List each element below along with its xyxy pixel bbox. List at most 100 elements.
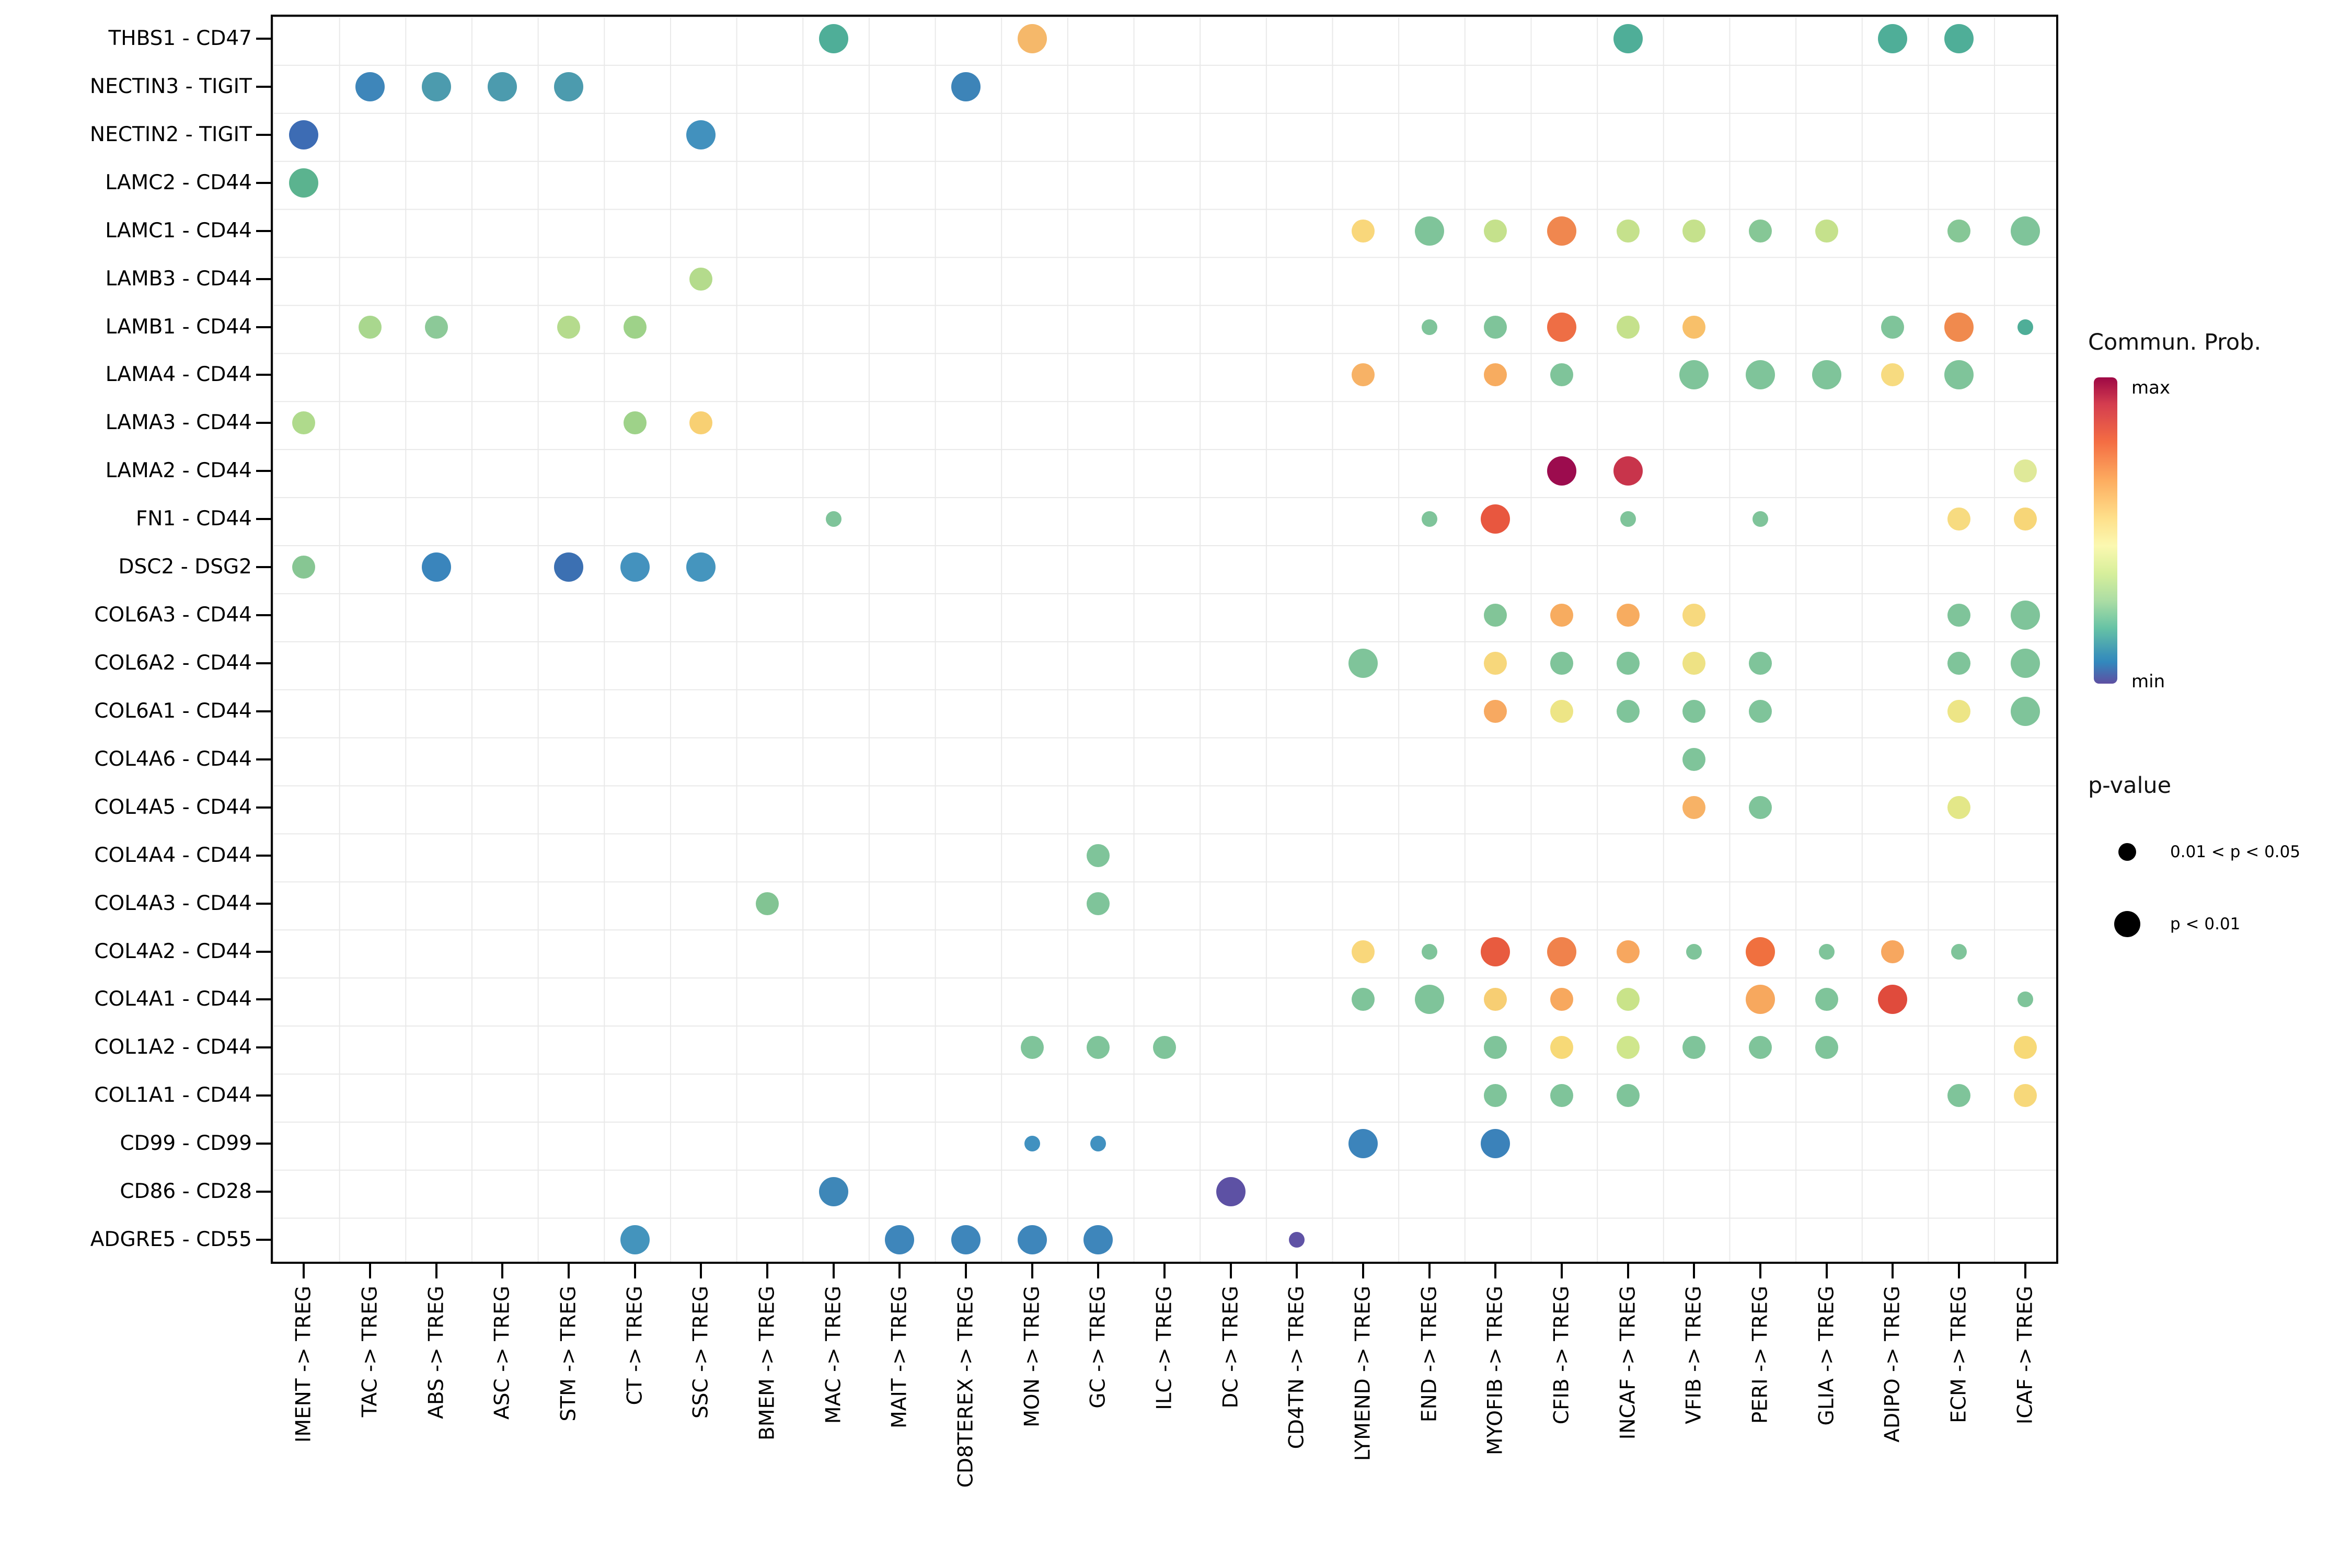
- data-point: [1421, 943, 1437, 960]
- x-axis-label: CT -> TREG: [623, 1286, 647, 1405]
- data-point: [1484, 219, 1507, 243]
- data-point: [1484, 604, 1507, 627]
- data-point: [1083, 1225, 1113, 1255]
- y-tick: [256, 566, 271, 569]
- pvalue-small-dot-icon: [2118, 843, 2136, 861]
- x-axis-label: MAC -> TREG: [822, 1286, 846, 1424]
- data-point: [1679, 360, 1709, 390]
- y-tick: [256, 662, 271, 664]
- colorbar-gradient: [2094, 377, 2117, 684]
- x-tick: [898, 1264, 901, 1278]
- data-point: [2013, 1084, 2037, 1108]
- data-point: [1616, 699, 1640, 723]
- data-point: [1613, 24, 1643, 53]
- data-point: [421, 72, 451, 101]
- y-tick: [256, 1239, 271, 1241]
- y-tick: [256, 37, 271, 40]
- data-point: [1947, 699, 1970, 723]
- x-axis-label: LYMEND -> TREG: [1351, 1286, 1375, 1461]
- y-axis-label: LAMA2 - CD44: [105, 459, 252, 483]
- x-tick: [568, 1264, 570, 1278]
- data-point: [1682, 795, 1706, 819]
- x-tick: [1693, 1264, 1696, 1278]
- data-point: [1881, 363, 1905, 387]
- data-point: [1815, 988, 1838, 1011]
- y-tick: [256, 470, 271, 472]
- data-point: [289, 120, 319, 149]
- x-axis-label: IMENT -> TREG: [292, 1286, 316, 1443]
- data-point: [1484, 1036, 1507, 1059]
- data-point: [1352, 988, 1375, 1011]
- x-axis-label: STM -> TREG: [557, 1286, 581, 1422]
- data-point: [2013, 1036, 2037, 1059]
- y-axis-label: COL4A2 - CD44: [94, 939, 252, 963]
- data-point: [1616, 1036, 1640, 1059]
- data-point: [1484, 315, 1507, 339]
- data-point: [1616, 219, 1640, 243]
- data-point: [1421, 511, 1437, 527]
- data-point: [686, 552, 716, 582]
- y-axis-label: LAMA4 - CD44: [105, 363, 252, 387]
- data-point: [2010, 601, 2040, 630]
- data-point: [1616, 651, 1640, 675]
- data-point: [825, 511, 841, 527]
- y-tick: [256, 1143, 271, 1145]
- data-point: [2017, 991, 2033, 1008]
- x-axis-label: ILC -> TREG: [1152, 1286, 1177, 1410]
- data-point: [1815, 1036, 1838, 1059]
- x-axis-label: VFIB -> TREG: [1682, 1286, 1706, 1424]
- colorbar-max-label: max: [2131, 377, 2171, 398]
- data-point: [1550, 1084, 1573, 1108]
- x-tick: [1362, 1264, 1364, 1278]
- x-axis-label: MYOFIB -> TREG: [1483, 1286, 1507, 1456]
- data-point: [1216, 1177, 1246, 1207]
- data-point: [2013, 459, 2037, 483]
- y-tick: [256, 518, 271, 521]
- data-point: [1753, 511, 1768, 527]
- data-point: [1682, 315, 1706, 339]
- data-point: [1749, 1036, 1772, 1059]
- data-point: [623, 411, 647, 435]
- y-axis-label: LAMB3 - CD44: [105, 267, 252, 291]
- y-axis-label: NECTIN3 - TIGIT: [89, 74, 252, 98]
- y-tick: [256, 326, 271, 328]
- data-point: [1087, 892, 1110, 915]
- data-point: [1616, 315, 1640, 339]
- data-point: [1682, 219, 1706, 243]
- pvalue-legend-title: p-value: [2088, 773, 2172, 799]
- data-point: [1686, 943, 1702, 960]
- y-tick: [256, 806, 271, 809]
- data-point: [1153, 1036, 1176, 1059]
- x-axis-label: TAC -> TREG: [358, 1286, 382, 1417]
- data-point: [488, 72, 517, 101]
- y-axis-label: COL6A2 - CD44: [94, 651, 252, 675]
- colorbar-min-label: min: [2131, 671, 2165, 692]
- data-point: [1682, 651, 1706, 675]
- y-axis-label: LAMC1 - CD44: [105, 218, 252, 243]
- data-point: [1550, 363, 1573, 387]
- data-point: [554, 72, 583, 101]
- x-axis-label: GLIA -> TREG: [1815, 1286, 1839, 1426]
- data-point: [1481, 1129, 1511, 1159]
- y-axis-label: NECTIN2 - TIGIT: [89, 122, 252, 146]
- x-tick: [1759, 1264, 1761, 1278]
- x-tick: [303, 1264, 305, 1278]
- data-point: [2010, 216, 2040, 246]
- data-point: [1944, 312, 1974, 342]
- data-point: [292, 556, 316, 579]
- data-point: [1749, 795, 1772, 819]
- y-tick: [256, 85, 271, 88]
- plot-panel: [271, 15, 2058, 1264]
- x-tick: [633, 1264, 636, 1278]
- x-axis-label: GC -> TREG: [1086, 1286, 1110, 1409]
- y-axis-label: COL6A3 - CD44: [94, 603, 252, 627]
- data-point: [1749, 651, 1772, 675]
- y-tick: [256, 758, 271, 760]
- data-point: [1087, 1036, 1110, 1059]
- data-point: [1749, 699, 1772, 723]
- y-tick: [256, 902, 271, 905]
- y-axis-label: DSC2 - DSG2: [118, 555, 252, 579]
- x-tick: [1428, 1264, 1431, 1278]
- x-tick: [1031, 1264, 1033, 1278]
- data-point: [689, 411, 713, 435]
